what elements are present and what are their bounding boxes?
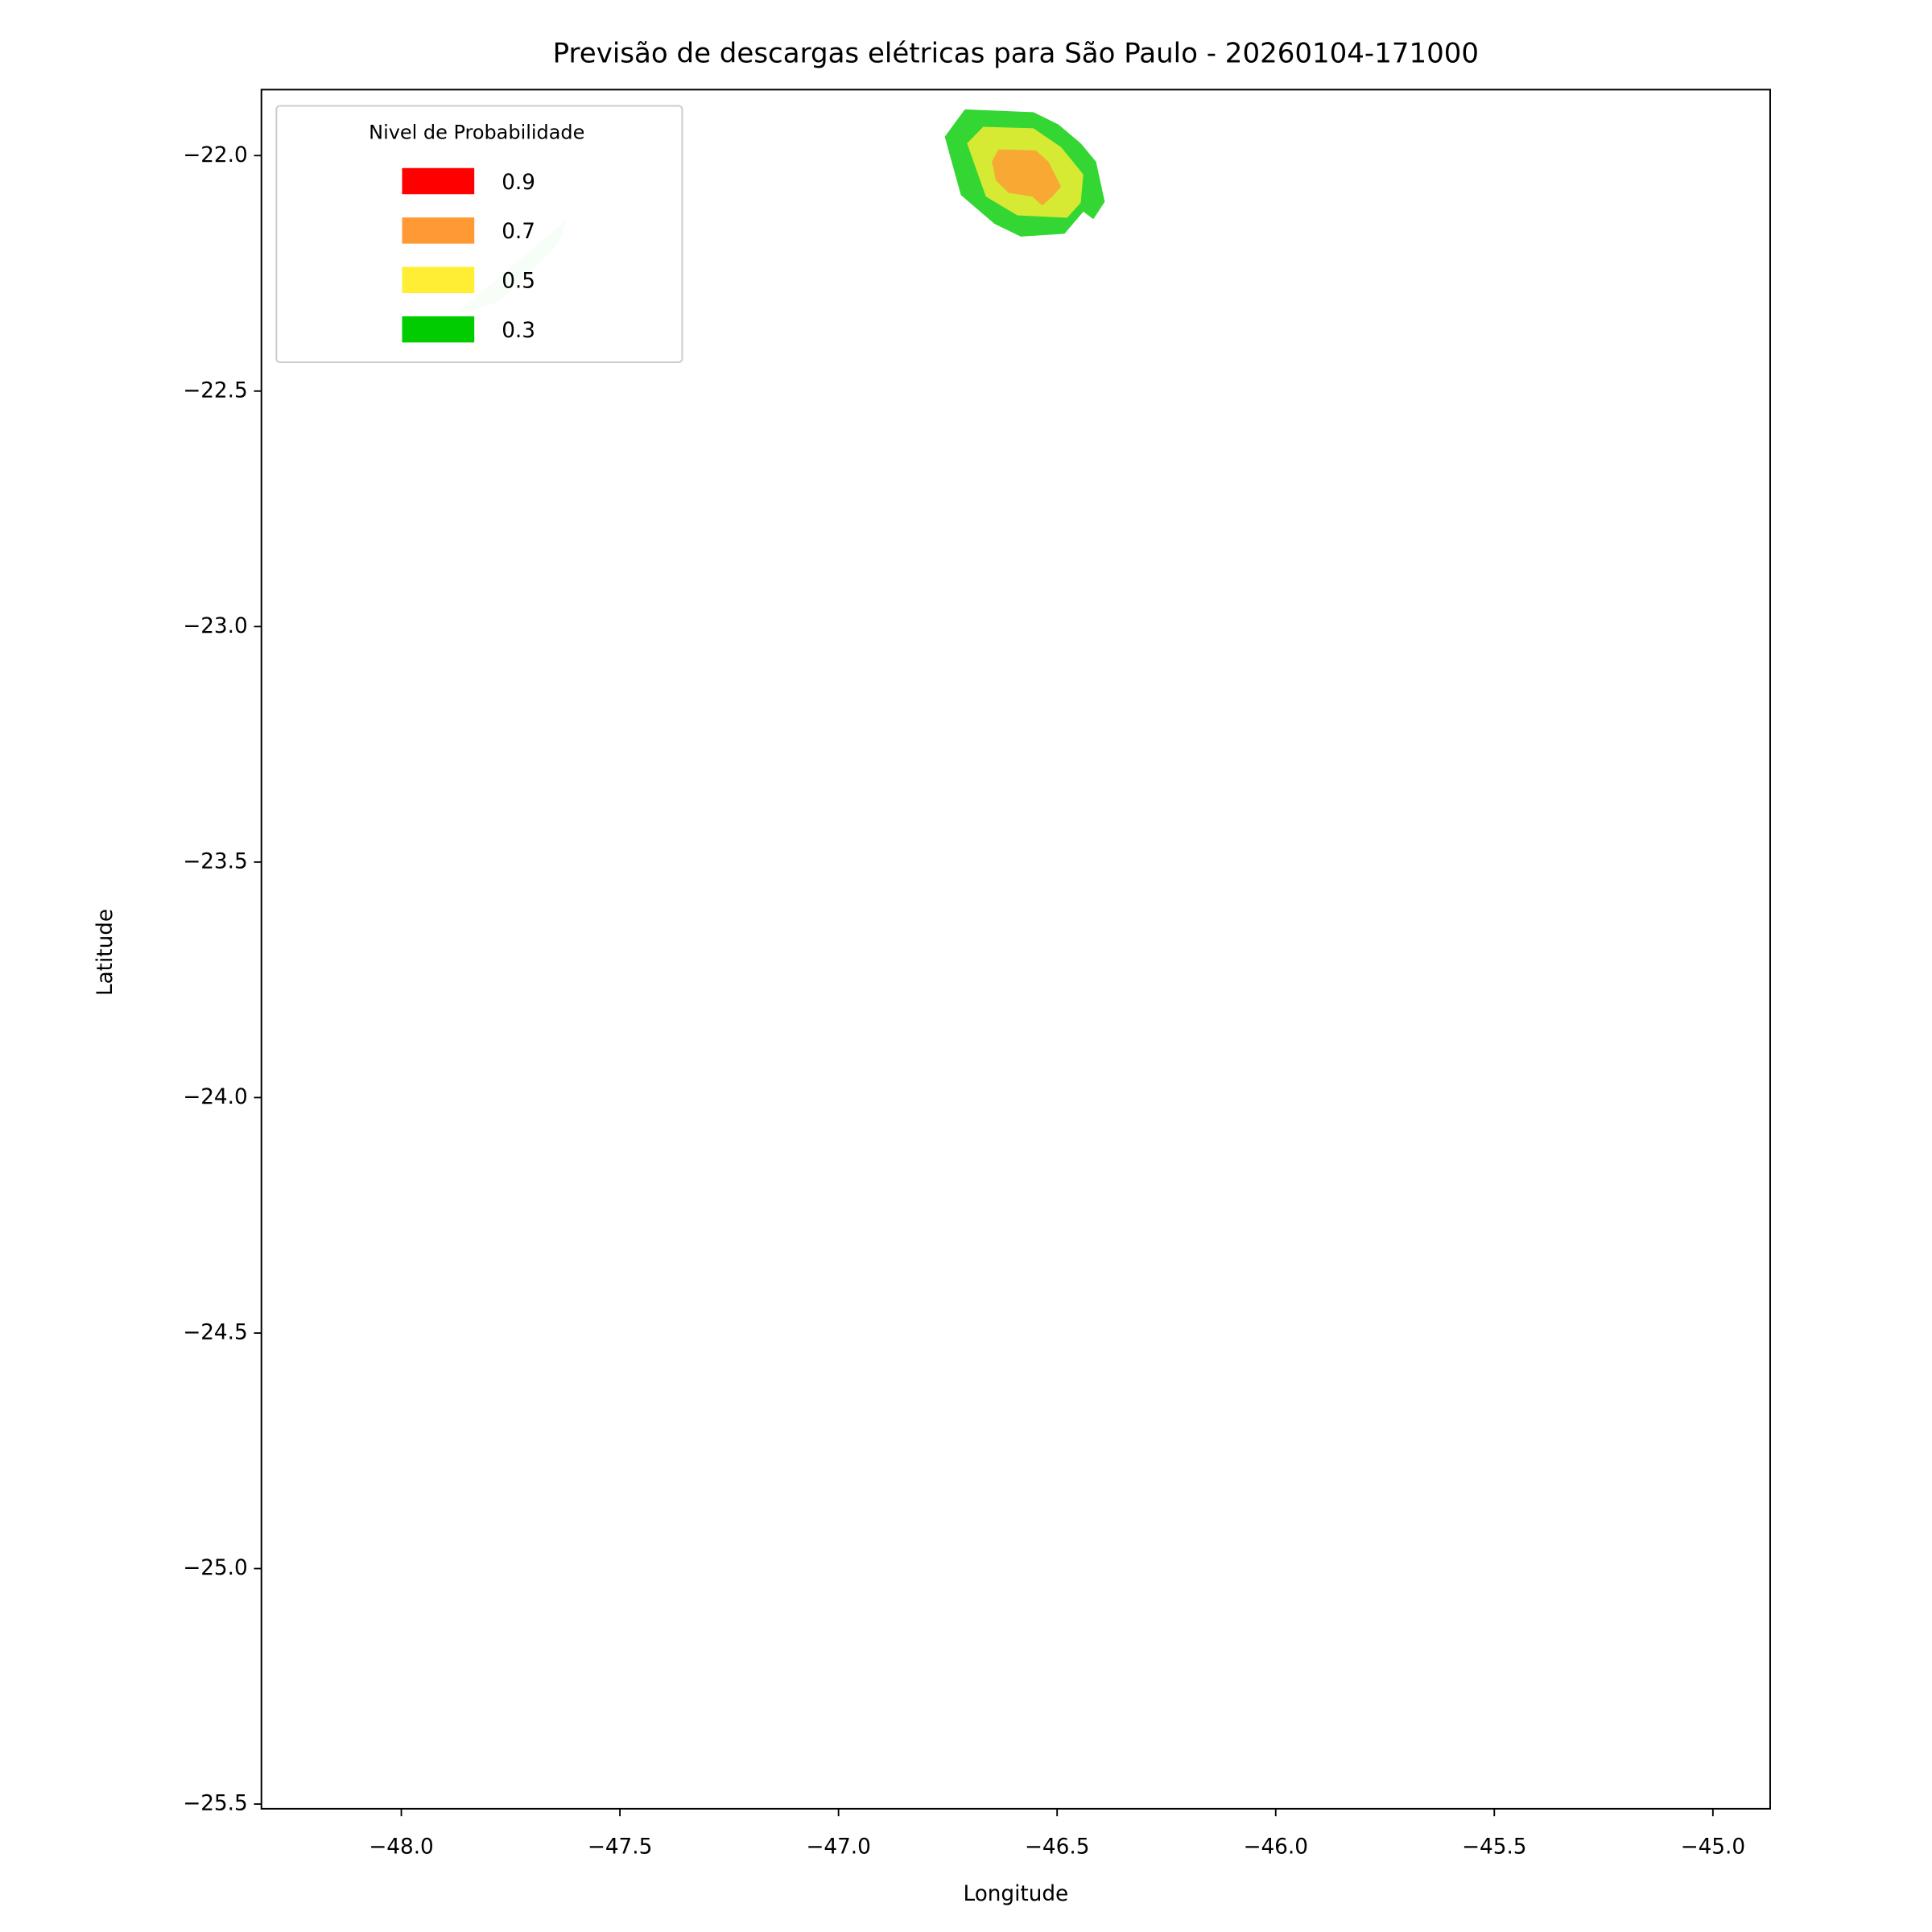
y-tick-label: −24.5 — [183, 1320, 248, 1344]
y-tick-label: −22.0 — [183, 143, 248, 167]
y-tick-label: −22.5 — [183, 378, 248, 402]
contour-region — [992, 149, 1062, 206]
x-tick-label: −46.5 — [1025, 1835, 1090, 1859]
y-tick-label: −24.0 — [183, 1085, 248, 1109]
x-axis-label: Longitude — [964, 1882, 1069, 1906]
y-tick-label: −25.5 — [183, 1792, 248, 1816]
legend-swatch — [402, 217, 475, 244]
legend-label: 0.3 — [502, 319, 535, 343]
x-tick-label: −46.0 — [1243, 1835, 1308, 1859]
legend-swatch — [402, 316, 475, 343]
legend-swatch — [402, 167, 475, 195]
legend-label: 0.5 — [502, 270, 535, 294]
plot-frame — [260, 89, 1771, 1810]
x-tick-label: −47.0 — [806, 1835, 871, 1859]
legend: Nivel de Probabilidade 0.9 0.7 0.5 0.3 — [275, 105, 683, 364]
y-axis-label: Latitude — [93, 909, 118, 996]
legend-label: 0.9 — [502, 171, 535, 195]
chart-title: Previsão de descargas elétricas para São… — [553, 38, 1479, 70]
legend-label: 0.7 — [502, 220, 535, 244]
y-tick-label: −23.0 — [183, 614, 248, 638]
legend-swatch — [402, 266, 475, 294]
x-tick-label: −45.5 — [1462, 1835, 1527, 1859]
legend-box — [275, 105, 683, 364]
y-tick-label: −25.0 — [183, 1556, 248, 1580]
y-tick-label: −23.5 — [183, 849, 248, 873]
legend-title: Nivel de Probabilidade — [369, 121, 584, 143]
x-tick-label: −45.0 — [1681, 1835, 1745, 1859]
x-tick-label: −47.5 — [588, 1835, 652, 1859]
x-tick-label: −48.0 — [369, 1835, 434, 1859]
